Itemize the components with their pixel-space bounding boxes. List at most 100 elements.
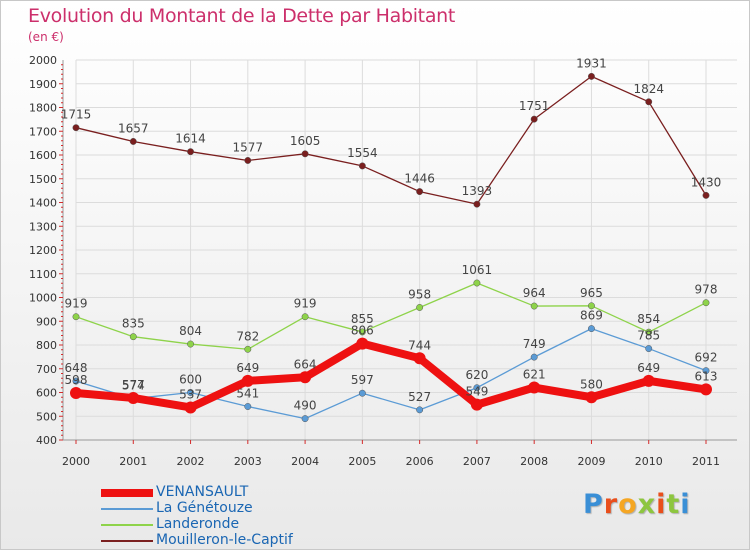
data-label: 649: [236, 361, 259, 375]
data-label: 978: [695, 283, 718, 297]
data-point: [700, 383, 712, 396]
legend-label: Mouilleron-le-Captif: [156, 532, 293, 548]
y-tick-label: 500: [36, 410, 57, 423]
data-point: [299, 371, 312, 384]
x-tick-label: 2001: [119, 455, 147, 468]
data-point: [72, 124, 80, 132]
data-label: 600: [179, 373, 202, 387]
data-label: 648: [65, 361, 88, 375]
data-point: [187, 340, 194, 348]
legend-swatch: [101, 524, 153, 526]
data-point: [358, 389, 366, 397]
x-tick-label: 2005: [348, 455, 376, 468]
data-label: 854: [637, 312, 660, 326]
data-point: [356, 337, 369, 350]
data-point: [301, 415, 309, 423]
data-point: [244, 157, 252, 164]
data-point: [187, 389, 194, 396]
logo-letter: r: [603, 489, 619, 520]
data-label: 1430: [691, 175, 722, 189]
y-tick-label: 600: [36, 387, 57, 400]
y-tick-label: 1900: [29, 78, 57, 91]
data-label: 964: [523, 286, 546, 300]
y-tick-label: 800: [36, 339, 57, 352]
logo-letter: P: [583, 489, 604, 520]
data-point: [585, 391, 598, 404]
data-label: 1614: [175, 132, 206, 146]
data-label: 527: [408, 390, 431, 404]
legend-label: VENANSAULT: [156, 484, 249, 500]
data-label: 869: [580, 309, 603, 323]
data-label: 806: [351, 324, 374, 338]
data-point: [301, 150, 309, 158]
data-point: [187, 148, 194, 156]
data-point: [645, 98, 653, 106]
x-tick-label: 2011: [692, 455, 720, 468]
data-point: [129, 333, 137, 341]
data-label: 785: [637, 329, 660, 343]
y-tick-label: 1100: [29, 268, 57, 281]
data-label: 692: [695, 351, 718, 365]
logo-letter: t: [666, 489, 681, 520]
data-label: 1751: [519, 99, 550, 113]
data-label: 804: [179, 324, 202, 338]
data-point: [530, 302, 538, 310]
y-tick-label: 2000: [29, 54, 57, 67]
series-line: [75, 327, 707, 420]
y-tick-label: 1000: [29, 292, 57, 305]
y-tick-label: 1500: [29, 173, 57, 186]
legend-swatch: [101, 489, 153, 497]
data-label: 613: [695, 369, 718, 383]
data-point: [702, 191, 710, 199]
data-point: [301, 313, 309, 321]
data-label: 1931: [576, 56, 607, 70]
data-point: [642, 374, 655, 387]
x-tick-label: 2003: [234, 455, 262, 468]
data-point: [358, 162, 366, 170]
data-label: 1824: [633, 82, 664, 96]
logo-letter: i: [656, 489, 667, 520]
chart-subtitle: (en €): [28, 30, 64, 44]
data-point: [70, 386, 82, 399]
y-tick-label: 1600: [29, 149, 57, 162]
x-tick-label: 2006: [406, 455, 434, 468]
data-label: 835: [122, 317, 145, 331]
data-label: 965: [580, 286, 603, 300]
x-tick-label: 2002: [177, 455, 205, 468]
y-tick-label: 1400: [29, 197, 57, 210]
data-point: [588, 302, 595, 310]
data-label: 1715: [61, 108, 92, 122]
data-point: [358, 328, 366, 336]
data-point: [413, 352, 426, 365]
x-tick-label: 2009: [577, 455, 605, 468]
x-tick-label: 2007: [463, 455, 491, 468]
y-tick-label: 1800: [29, 102, 57, 115]
data-label: 664: [294, 357, 317, 371]
legend-label: La Génétouze: [156, 500, 253, 516]
data-label: 744: [408, 338, 431, 352]
series-line: [72, 339, 710, 412]
x-tick-label: 2008: [520, 455, 548, 468]
data-point: [473, 200, 481, 208]
legend-swatch: [101, 540, 153, 542]
proxiti-logo: Proxiti: [583, 489, 691, 520]
data-label: 574: [122, 379, 145, 393]
logo-letter: x: [637, 489, 657, 520]
data-label: 749: [523, 337, 546, 351]
data-point: [244, 345, 252, 353]
data-label: 919: [65, 297, 88, 311]
x-tick-label: 2000: [62, 455, 90, 468]
data-point: [702, 367, 710, 375]
y-tick-label: 1700: [29, 125, 57, 138]
data-point: [645, 328, 653, 336]
legend-swatch: [101, 508, 153, 510]
y-tick-label: 1200: [29, 244, 57, 257]
series-line: [75, 282, 707, 350]
data-label: 1061: [462, 263, 493, 277]
data-point: [129, 138, 137, 145]
data-point: [72, 313, 80, 321]
data-point: [530, 353, 538, 361]
data-point: [470, 398, 483, 411]
